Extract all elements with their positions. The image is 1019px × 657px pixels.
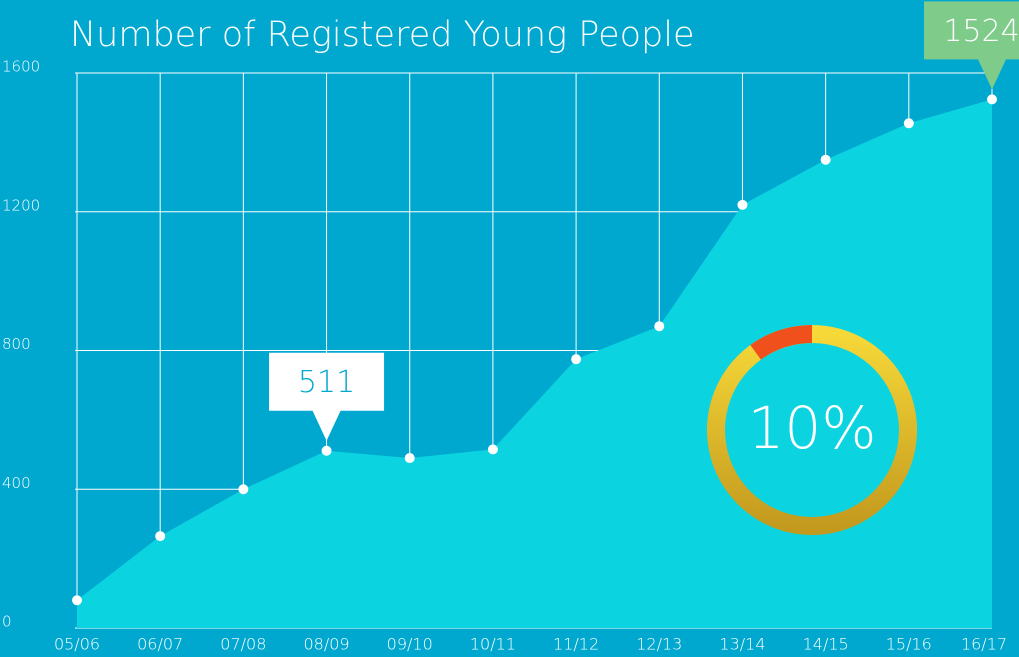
data-point: [820, 154, 831, 165]
data-point: [487, 444, 498, 455]
donut-label: 10%: [748, 394, 877, 462]
data-point: [72, 595, 82, 606]
callout: [924, 1, 1019, 90]
callout-label: 1524: [943, 14, 1019, 49]
x-tick-label: 06/07: [137, 635, 183, 654]
y-tick-label: 1200: [2, 196, 40, 214]
x-tick-label: 12/13: [636, 635, 682, 654]
data-point: [654, 321, 665, 332]
callout-label: 511: [298, 365, 355, 400]
x-tick-label: 13/14: [719, 635, 765, 654]
data-point: [571, 354, 582, 365]
y-tick-label: 1600: [2, 58, 40, 76]
data-point: [404, 453, 415, 464]
x-tick-label: 09/10: [387, 635, 433, 654]
x-tick-label: 11/12: [553, 635, 599, 654]
data-point: [737, 199, 748, 210]
chart-title: Number of Registered Young People: [70, 15, 695, 55]
y-tick-label: 400: [2, 474, 31, 492]
x-tick-label: 15/16: [886, 635, 932, 654]
x-tick-label: 16/17: [961, 635, 1007, 654]
area: [77, 99, 992, 629]
y-tick-label: 0: [2, 613, 12, 631]
x-tick-label: 08/09: [303, 635, 349, 654]
y-tick-label: 800: [2, 335, 31, 353]
data-point: [238, 484, 249, 495]
data-point: [987, 94, 997, 105]
donut-segment: [750, 325, 813, 360]
x-tick-label: 05/06: [54, 635, 100, 654]
data-point: [155, 531, 166, 542]
data-point: [903, 118, 914, 129]
x-tick-label: 07/08: [220, 635, 266, 654]
callout: [269, 352, 385, 441]
x-tick-label: 14/15: [803, 635, 849, 654]
x-tick-label: 10/11: [470, 635, 516, 654]
data-point: [321, 445, 332, 456]
